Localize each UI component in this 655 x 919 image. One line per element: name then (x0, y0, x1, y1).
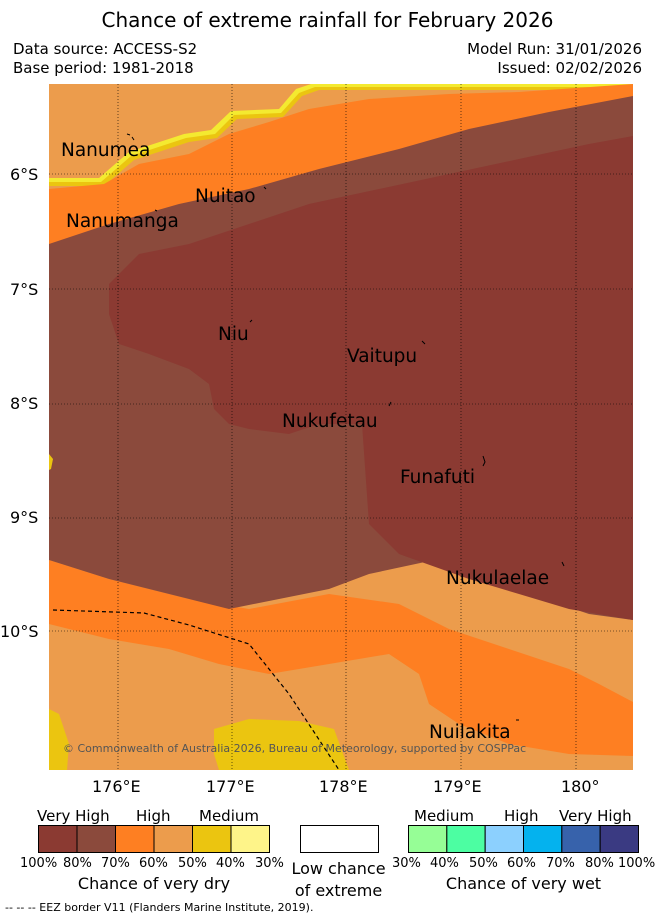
wet-medium-heading: Medium (414, 807, 474, 825)
dry-colorbar (38, 825, 270, 853)
wet-swatch-0 (408, 825, 448, 853)
label-nanumanga: Nanumanga (66, 211, 179, 232)
map-svg (49, 84, 633, 770)
wet-pct-50: 50% (469, 856, 498, 871)
dry-swatch-3 (153, 825, 193, 853)
wet-pct-60: 60% (507, 856, 536, 871)
base-period-text: Base period: 1981-2018 (13, 59, 194, 77)
low-chance-line1: Low chance (291, 859, 386, 878)
island-nukufetau (388, 401, 392, 407)
island-nanumea (126, 133, 135, 141)
zone-80-100 (109, 136, 633, 620)
lat-tick-6s: 6°S (10, 165, 39, 184)
data-source-text: Data source: ACCESS-S2 (13, 40, 198, 58)
wet-very-high-heading: Very High (559, 807, 632, 825)
dry-legend-title: Chance of very dry (77, 874, 231, 893)
wet-high-heading: High (504, 807, 539, 825)
dry-swatch-1 (76, 825, 116, 853)
zone-lower-50-60 (49, 624, 633, 770)
dry-pct-60: 60% (139, 856, 168, 871)
lon-tick-176e: 176°E (92, 777, 141, 796)
issued-text: Issued: 02/02/2026 (497, 59, 642, 77)
island-vaitupu (421, 340, 426, 345)
label-nukufetau: Nukufetau (282, 411, 378, 432)
lat-tick-9s: 9°S (10, 508, 39, 527)
dry-pct-30: 30% (255, 856, 284, 871)
lon-tick-180: 180° (561, 777, 600, 796)
dry-swatch-5 (230, 825, 270, 853)
island-nukulaelae (561, 561, 565, 567)
wet-swatch-2 (484, 825, 524, 853)
wet-swatch-4 (561, 825, 601, 853)
island-funafuti (482, 455, 486, 467)
wet-pct-80: 80% (585, 856, 614, 871)
label-nukulaelae: Nukulaelae (446, 568, 550, 589)
wet-swatch-3 (523, 825, 563, 853)
lon-tick-177e: 177°E (206, 777, 255, 796)
wet-colorbar (408, 825, 639, 853)
island-nanumanga (154, 209, 158, 212)
low-chance-swatch (300, 825, 379, 853)
graticule (49, 84, 633, 770)
lat-tick-7s: 7°S (10, 280, 39, 299)
dry-medium-heading: Medium (199, 807, 259, 825)
lat-tick-10s: 10°S (0, 622, 39, 641)
dry-pct-40: 40% (216, 856, 245, 871)
copyright-text: © Commonwealth of Australia 2026, Bureau… (63, 742, 527, 755)
wet-pct-40: 40% (430, 856, 459, 871)
dry-pct-70: 70% (101, 856, 130, 871)
dry-pct-50: 50% (178, 856, 207, 871)
eez-footnote: -- -- -- EEZ border V11 (Flanders Marine… (5, 901, 314, 914)
island-niu (249, 319, 253, 323)
dry-swatch-2 (115, 825, 155, 853)
wet-legend-title: Chance of very wet (445, 874, 602, 893)
low-chance-line2: of extreme (294, 881, 383, 900)
wet-pct-70: 70% (546, 856, 575, 871)
dry-pct-80: 80% (63, 856, 92, 871)
dry-swatch-4 (192, 825, 232, 853)
dry-high-heading: High (136, 807, 171, 825)
dry-pct-100: 100% (20, 856, 58, 871)
dry-swatch-0 (38, 825, 78, 853)
wet-swatch-1 (446, 825, 486, 853)
lon-tick-178e: 178°E (319, 777, 368, 796)
zone-bottom-yellow-2 (214, 719, 349, 770)
eez-border (52, 609, 340, 770)
island-nuitao (263, 186, 267, 190)
label-nuitao: Nuitao (195, 186, 256, 207)
wet-pct-30: 30% (392, 856, 421, 871)
label-vaitupu: Vaitupu (347, 346, 418, 367)
rainfall-map: Nanumea Nuitao Nanumanga Niu Vaitupu Nuk… (49, 84, 633, 770)
wet-swatch-5 (599, 825, 639, 853)
map-title: Chance of extreme rainfall for February … (101, 8, 554, 32)
label-nanumea: Nanumea (61, 140, 151, 161)
wet-pct-100: 100% (618, 856, 655, 871)
label-nuilakita: Nuilakita (429, 722, 511, 743)
lon-tick-179e: 179°E (433, 777, 482, 796)
lat-tick-8s: 8°S (10, 394, 39, 413)
label-niu: Niu (218, 324, 249, 345)
zone-bottom-yellow-1 (49, 709, 69, 770)
label-funafuti: Funafuti (400, 467, 476, 488)
model-run-text: Model Run: 31/01/2026 (467, 40, 642, 58)
dry-very-high-heading: Very High (37, 807, 110, 825)
